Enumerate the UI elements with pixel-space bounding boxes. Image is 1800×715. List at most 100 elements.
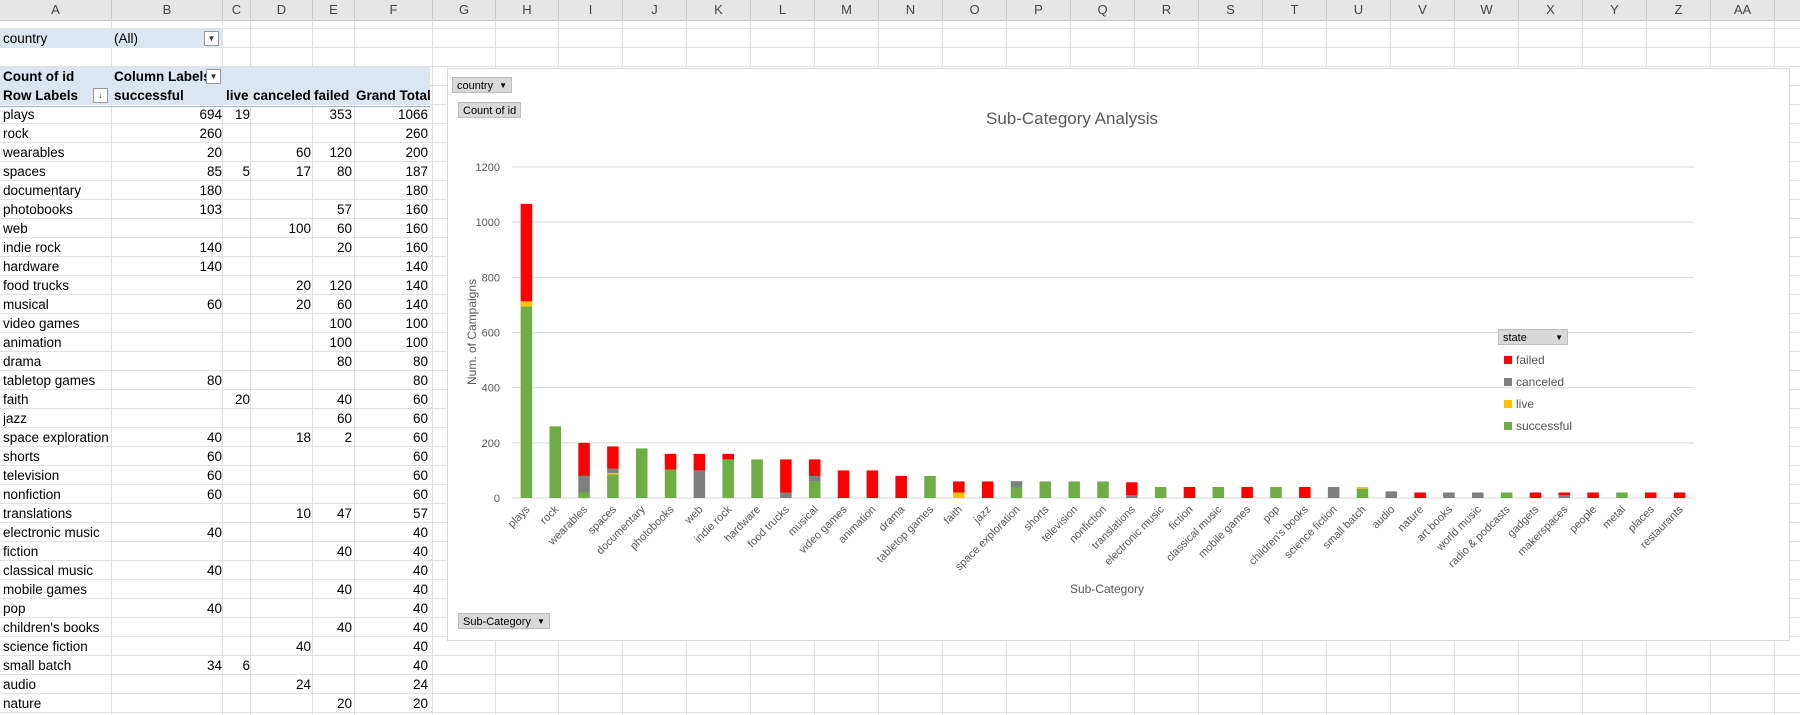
- pivot-cell-live[interactable]: [226, 352, 250, 371]
- pivot-cell-canceled[interactable]: 20: [295, 278, 311, 293]
- bar-segment-successful[interactable]: [664, 469, 677, 498]
- pivot-cell-live[interactable]: [226, 542, 250, 561]
- pivot-cell-total[interactable]: 40: [412, 639, 428, 654]
- pivot-cell-total[interactable]: 57: [412, 506, 428, 521]
- pivot-row-label[interactable]: plays: [3, 107, 35, 122]
- pivot-cell-live[interactable]: [226, 143, 250, 162]
- pivot-cell-successful[interactable]: 40: [206, 525, 222, 540]
- pivot-cell-canceled[interactable]: [253, 333, 311, 352]
- pivot-cell-successful[interactable]: [114, 580, 222, 599]
- bar-segment-successful[interactable]: [1068, 481, 1080, 498]
- pivot-cell-live[interactable]: [226, 523, 250, 542]
- pivot-cell-successful[interactable]: [114, 409, 222, 428]
- pivot-cell-successful[interactable]: 60: [206, 487, 222, 502]
- pivot-cell-successful[interactable]: 140: [199, 240, 222, 255]
- bar-segment-failed[interactable]: [808, 459, 821, 476]
- pivot-cell-failed[interactable]: 40: [336, 392, 352, 407]
- pivot-row-label[interactable]: hardware: [3, 259, 60, 274]
- pivot-cell-canceled[interactable]: 18: [295, 430, 311, 445]
- pivot-row-label[interactable]: photobooks: [3, 202, 73, 217]
- pivot-cell-successful[interactable]: 260: [199, 126, 222, 141]
- pivot-cell-canceled[interactable]: [253, 599, 311, 618]
- bar-segment-failed[interactable]: [520, 203, 533, 302]
- pivot-cell-total[interactable]: 80: [412, 354, 428, 369]
- bar-segment-successful[interactable]: [808, 481, 821, 498]
- legend-state-field-button[interactable]: state ▼: [1498, 329, 1568, 345]
- column-header-v[interactable]: V: [1391, 0, 1455, 20]
- pivot-row-label[interactable]: small batch: [3, 658, 72, 673]
- column-header-aa[interactable]: AA: [1711, 0, 1775, 20]
- column-header-o[interactable]: O: [943, 0, 1007, 20]
- pivot-cell-live[interactable]: [226, 618, 250, 637]
- pivot-cell-canceled[interactable]: [253, 447, 311, 466]
- pivot-cell-failed[interactable]: 40: [336, 620, 352, 635]
- pivot-cell-total[interactable]: 260: [405, 126, 428, 141]
- column-header-l[interactable]: L: [751, 0, 815, 20]
- pivot-cell-failed[interactable]: 60: [336, 297, 352, 312]
- pivot-cell-total[interactable]: 160: [405, 240, 428, 255]
- pivot-cell-successful[interactable]: 694: [199, 107, 222, 122]
- bar-segment-live[interactable]: [1356, 486, 1369, 489]
- bar-segment-canceled[interactable]: [780, 492, 792, 498]
- bar-segment-canceled[interactable]: [1443, 492, 1455, 498]
- bar-segment-failed[interactable]: [722, 453, 734, 460]
- pivot-cell-total[interactable]: 187: [405, 164, 428, 179]
- pivot-cell-successful[interactable]: 20: [206, 145, 222, 160]
- bar-segment-failed[interactable]: [1644, 492, 1657, 498]
- pivot-cell-canceled[interactable]: [253, 371, 311, 390]
- pivot-cell-successful[interactable]: 60: [206, 449, 222, 464]
- bar-segment-live[interactable]: [520, 301, 533, 307]
- pivot-cell-canceled[interactable]: [253, 352, 311, 371]
- pivot-cell-failed[interactable]: 57: [336, 202, 352, 217]
- pivot-cell-total[interactable]: 40: [412, 563, 428, 578]
- pivot-cell-failed[interactable]: [314, 466, 352, 485]
- column-header-m[interactable]: M: [815, 0, 879, 20]
- pivot-cell-failed[interactable]: 80: [336, 164, 352, 179]
- bar-segment-canceled[interactable]: [808, 475, 821, 482]
- pivot-cell-successful[interactable]: 103: [199, 202, 222, 217]
- pivot-cell-failed[interactable]: [314, 523, 352, 542]
- pivot-cell-failed[interactable]: [314, 485, 352, 504]
- pivot-cell-successful[interactable]: 85: [206, 164, 222, 179]
- bar-segment-canceled[interactable]: [1126, 495, 1138, 498]
- pivot-row-label[interactable]: food trucks: [3, 278, 70, 293]
- pivot-cell-failed[interactable]: [314, 181, 352, 200]
- bar-segment-failed[interactable]: [780, 459, 792, 493]
- pivot-cell-total[interactable]: 160: [405, 221, 428, 236]
- column-header-b[interactable]: B: [112, 0, 223, 20]
- bar-segment-failed[interactable]: [1673, 492, 1686, 498]
- pivot-cell-failed[interactable]: [314, 599, 352, 618]
- column-header-x[interactable]: X: [1519, 0, 1583, 20]
- pivot-cell-live[interactable]: 19: [234, 107, 250, 122]
- bar-segment-successful[interactable]: [1097, 481, 1109, 498]
- pivot-cell-canceled[interactable]: [253, 485, 311, 504]
- pivot-cell-canceled[interactable]: [253, 542, 311, 561]
- column-header-c[interactable]: C: [223, 0, 251, 20]
- column-header-a[interactable]: A: [0, 0, 112, 20]
- column-header-u[interactable]: U: [1327, 0, 1391, 20]
- pivot-cell-total[interactable]: 140: [405, 259, 428, 274]
- pivot-cell-live[interactable]: [226, 295, 250, 314]
- bar-segment-successful[interactable]: [1154, 486, 1167, 498]
- pivot-cell-live[interactable]: [226, 485, 250, 504]
- pivot-cell-failed[interactable]: [314, 656, 352, 675]
- pivot-cell-total[interactable]: 60: [412, 449, 428, 464]
- pivot-cell-canceled[interactable]: [253, 200, 311, 219]
- report-filter-dropdown[interactable]: ▼: [204, 31, 219, 46]
- bar-segment-failed[interactable]: [953, 481, 965, 493]
- pivot-row-label[interactable]: translations: [3, 506, 73, 521]
- pivot-row-label[interactable]: jazz: [3, 411, 28, 426]
- pivot-cell-failed[interactable]: [314, 561, 352, 580]
- column-labels-filter-button[interactable]: ▼: [206, 69, 221, 84]
- column-header-z[interactable]: Z: [1647, 0, 1711, 20]
- pivot-row-label[interactable]: indie rock: [3, 240, 61, 255]
- pivot-row-label[interactable]: shorts: [3, 449, 40, 464]
- pivot-cell-canceled[interactable]: [253, 618, 311, 637]
- bar-segment-canceled[interactable]: [693, 470, 706, 498]
- pivot-cell-total[interactable]: 24: [412, 677, 428, 692]
- column-header-q[interactable]: Q: [1071, 0, 1135, 20]
- bar-segment-failed[interactable]: [1414, 492, 1426, 498]
- pivot-cell-total[interactable]: 100: [405, 316, 428, 331]
- pivot-cell-failed[interactable]: 20: [336, 240, 352, 255]
- pivot-cell-total[interactable]: 60: [412, 411, 428, 426]
